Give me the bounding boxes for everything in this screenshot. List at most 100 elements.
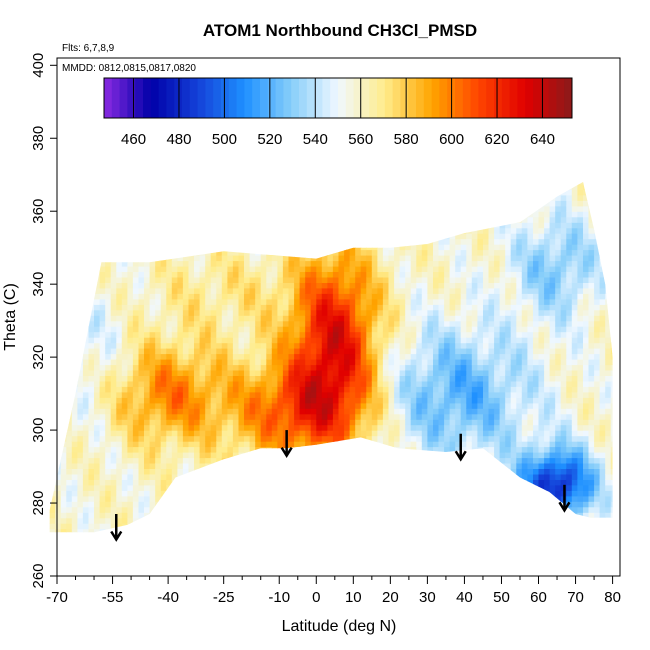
heatmap-cell xyxy=(449,517,456,524)
heatmap-cell xyxy=(249,222,256,229)
heatmap-cell xyxy=(66,534,72,540)
heatmap-cell xyxy=(277,298,284,305)
heatmap-cell xyxy=(211,534,217,540)
heatmap-cell xyxy=(332,331,340,338)
heatmap-cell xyxy=(88,386,95,393)
heatmap-cell xyxy=(160,402,167,409)
heatmap-cell xyxy=(82,233,90,240)
heatmap-cell xyxy=(205,276,212,283)
heatmap-cell xyxy=(344,452,351,459)
heatmap-cell xyxy=(82,222,90,229)
heatmap-cell xyxy=(88,419,95,426)
heatmap-cell xyxy=(155,424,162,431)
heatmap-cell xyxy=(166,501,173,508)
heatmap-cell xyxy=(366,315,373,322)
heatmap-cell xyxy=(116,402,123,409)
heatmap-cell xyxy=(416,216,423,223)
heatmap-cell xyxy=(327,326,334,333)
heatmap-cell xyxy=(438,391,445,398)
heatmap-cell xyxy=(255,282,262,289)
heatmap-cell xyxy=(149,424,156,431)
heatmap-cell xyxy=(344,413,351,420)
heatmap-cell xyxy=(121,211,128,218)
heatmap-cell xyxy=(99,326,106,333)
heatmap-cell xyxy=(94,348,101,355)
heatmap-cell xyxy=(316,282,323,289)
heatmap-cell xyxy=(188,369,195,376)
heatmap-cell xyxy=(266,309,273,316)
heatmap-cell xyxy=(405,205,412,212)
heatmap-cell xyxy=(155,194,162,201)
heatmap-cell xyxy=(338,441,345,448)
heatmap-cell xyxy=(138,523,145,530)
heatmap-cell xyxy=(244,260,251,267)
heatmap-cell xyxy=(444,173,450,179)
heatmap-cell xyxy=(105,233,112,240)
heatmap-cell xyxy=(188,331,195,338)
heatmap-cell xyxy=(394,276,401,283)
heatmap-cell xyxy=(216,408,223,415)
heatmap-cell xyxy=(82,364,90,371)
heatmap-cell xyxy=(349,386,356,393)
heatmap-cell xyxy=(421,506,428,513)
heatmap-cell xyxy=(449,265,456,272)
heatmap-cell xyxy=(460,490,467,497)
heatmap-cell xyxy=(433,222,440,229)
heatmap-cell xyxy=(49,265,56,272)
heatmap-cell xyxy=(282,490,290,497)
heatmap-cell xyxy=(310,211,317,218)
heatmap-cell xyxy=(155,479,162,486)
heatmap-cell xyxy=(355,402,362,409)
heatmap-cell xyxy=(60,205,67,212)
heatmap-cell xyxy=(332,441,340,448)
heatmap-cell xyxy=(132,342,140,349)
heatmap-cell xyxy=(138,501,145,508)
heatmap-cell xyxy=(171,276,178,283)
heatmap-cell xyxy=(232,331,240,338)
heatmap-cell xyxy=(149,216,156,223)
heatmap-cell xyxy=(227,402,234,409)
heatmap-cell xyxy=(388,205,395,212)
heatmap-cell xyxy=(416,353,423,360)
heatmap-cell xyxy=(388,337,395,344)
heatmap-cell xyxy=(205,265,212,272)
heatmap-cell xyxy=(444,249,451,256)
heatmap-cell xyxy=(388,293,395,300)
heatmap-cell xyxy=(127,419,134,426)
heatmap-cell xyxy=(177,276,184,283)
heatmap-cell xyxy=(249,490,256,497)
heatmap-cell xyxy=(94,506,101,513)
heatmap-cell xyxy=(444,342,451,349)
heatmap-cell xyxy=(216,189,223,196)
heatmap-cell xyxy=(410,211,417,218)
heatmap-cell xyxy=(221,194,228,201)
heatmap-cell xyxy=(166,397,173,404)
heatmap-cell xyxy=(283,534,289,540)
heatmap-cell xyxy=(294,260,301,267)
heatmap-cell xyxy=(155,255,162,262)
heatmap-cell xyxy=(394,484,401,491)
heatmap-cell xyxy=(299,315,306,322)
heatmap-cell xyxy=(399,320,406,327)
heatmap-cell xyxy=(66,227,73,234)
heatmap-cell xyxy=(449,391,456,398)
heatmap-cell xyxy=(377,484,384,491)
heatmap-cell xyxy=(144,320,151,327)
heatmap-cell xyxy=(77,265,84,272)
heatmap-cell xyxy=(321,512,328,519)
heatmap-cell xyxy=(127,359,134,366)
heatmap-cell xyxy=(405,452,412,459)
heatmap-cell xyxy=(227,413,234,420)
heatmap-cell xyxy=(194,528,201,533)
heatmap-cell xyxy=(160,309,167,316)
heatmap-cell xyxy=(171,495,178,502)
heatmap-cell xyxy=(138,517,145,524)
heatmap-cell xyxy=(360,227,367,234)
heatmap-cell xyxy=(394,501,401,508)
heatmap-cell xyxy=(105,523,112,530)
heatmap-cell xyxy=(155,386,162,393)
heatmap-cell xyxy=(277,222,284,229)
heatmap-cell xyxy=(144,337,151,344)
heatmap-cell xyxy=(316,523,323,530)
heatmap-cell xyxy=(355,397,362,404)
